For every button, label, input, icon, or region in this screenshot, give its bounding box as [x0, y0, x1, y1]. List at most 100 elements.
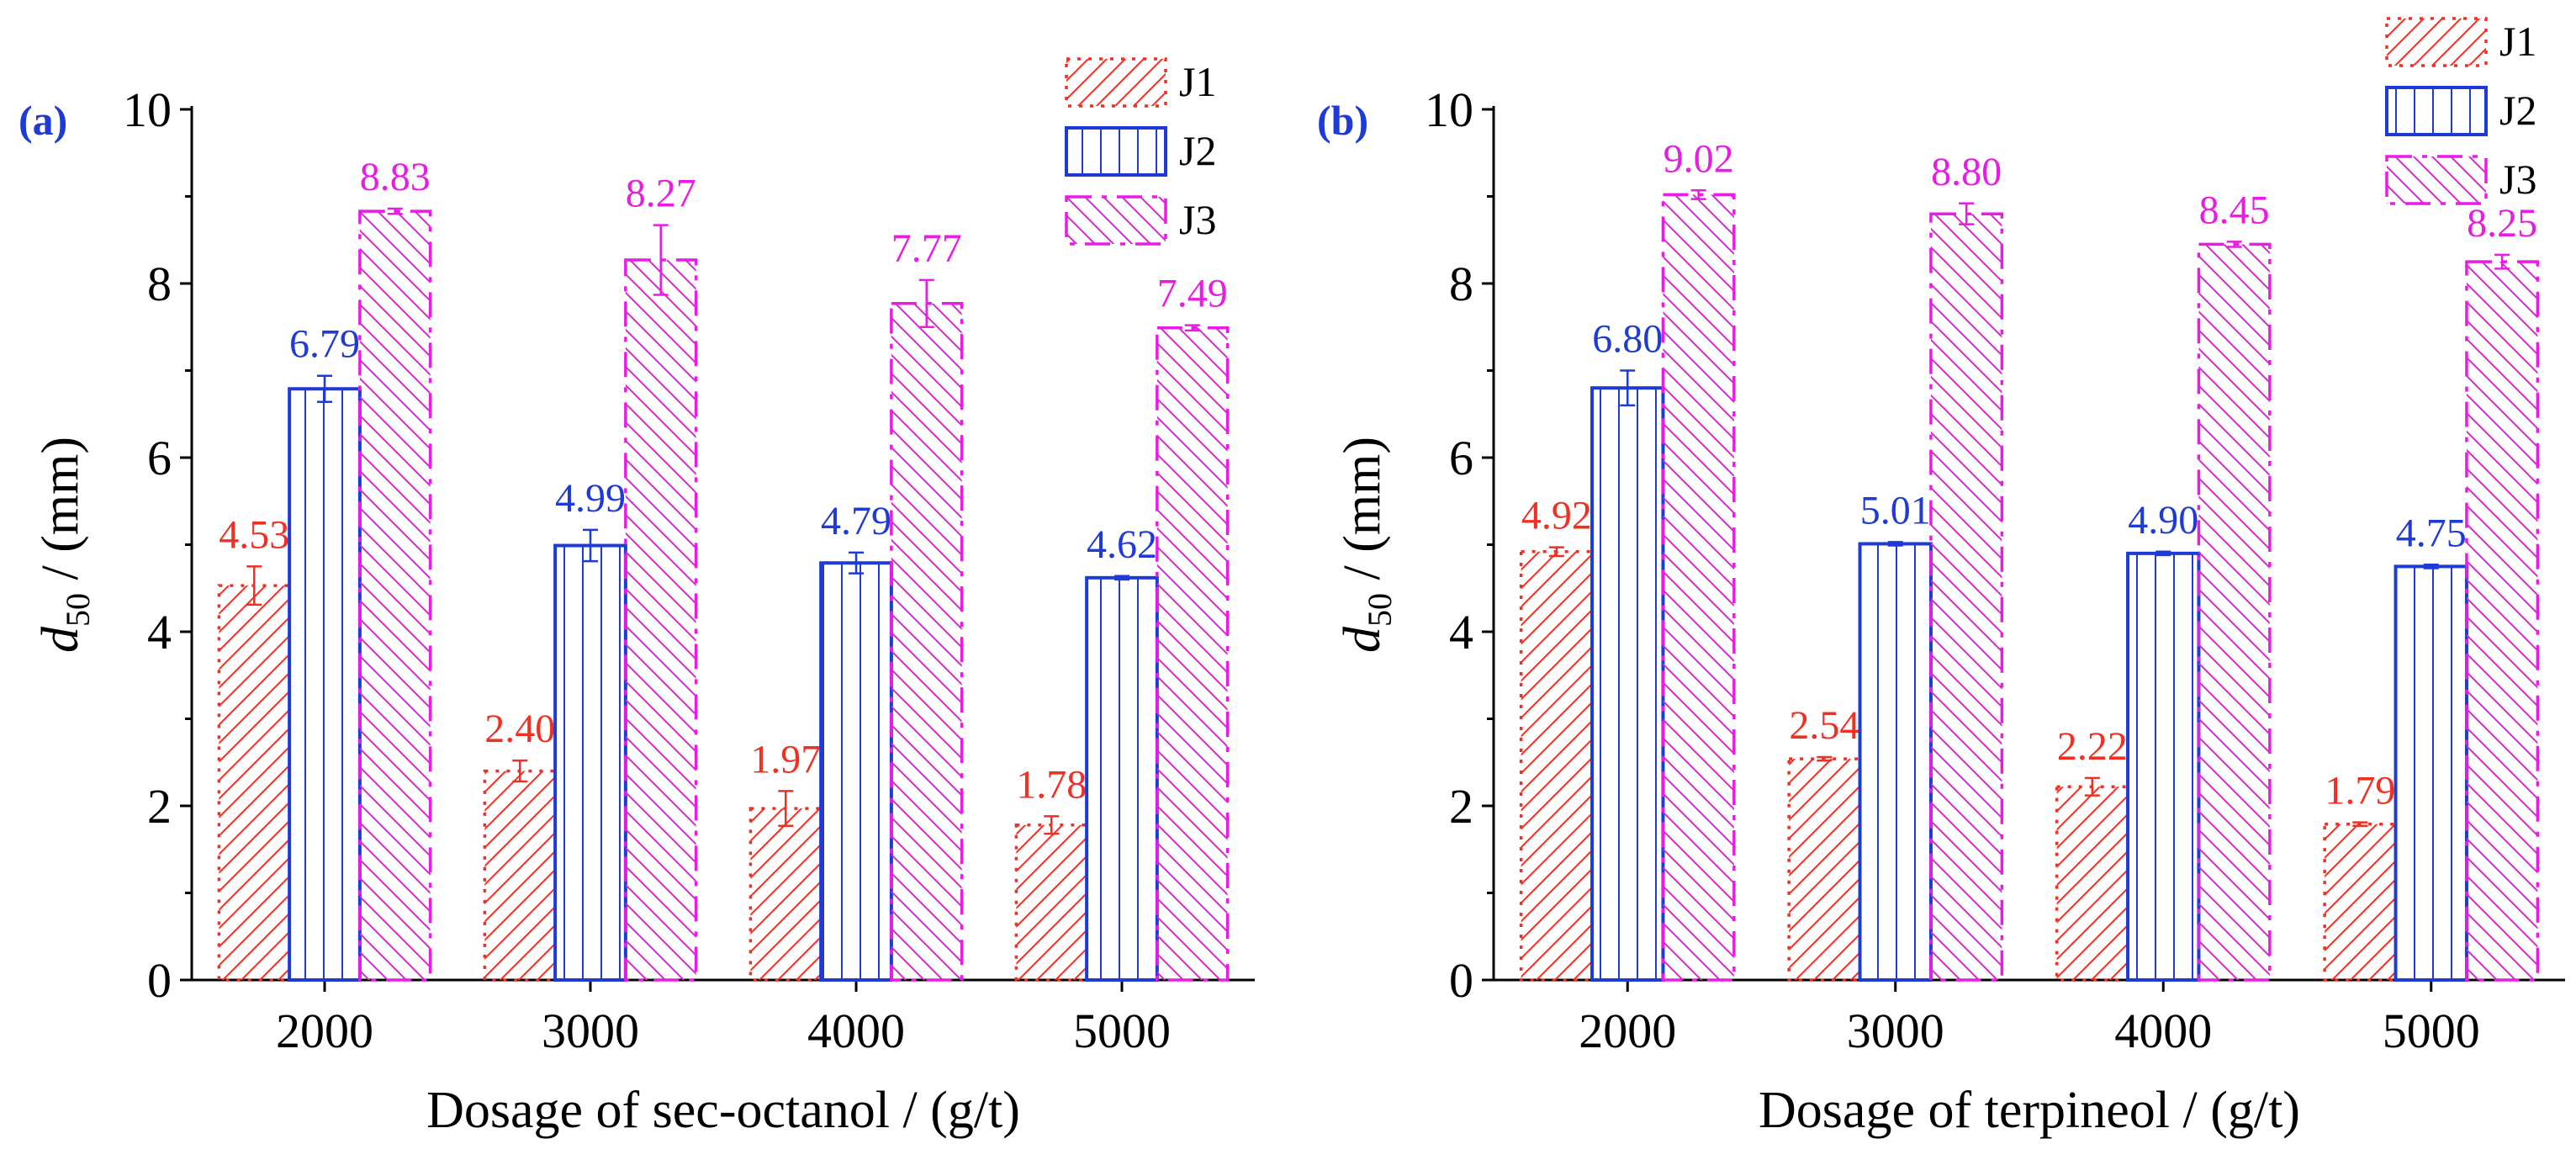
x-tick-label: 5000: [1073, 1004, 1171, 1058]
y-axis-title-symbol: d: [1334, 626, 1391, 653]
bar-j2-3000: [553, 543, 627, 982]
y-tick-label: 4: [147, 605, 172, 659]
data-label-j1-3000: 2.54: [1789, 703, 1859, 748]
y-axis-title-subscript: 50: [1361, 593, 1399, 627]
error-bar-j3-2000: [1690, 189, 1706, 200]
bar-j2-5000: [2394, 564, 2468, 982]
error-bar-j2-3000: [1887, 541, 1903, 547]
legend: J1 J2 J3: [2385, 17, 2536, 205]
error-bar-j3-2000: [387, 207, 403, 215]
y-axis-title-subscript: 50: [59, 593, 97, 627]
y-tick-label: 10: [1425, 82, 1473, 137]
data-label-j1-4000: 2.22: [2057, 724, 2128, 769]
bar-j1-5000: [2323, 822, 2398, 982]
x-tick-label: 4000: [807, 1004, 905, 1058]
data-label-j2-3000: 4.99: [555, 476, 626, 521]
legend-swatch-j2: [2385, 86, 2488, 136]
panel-label: (a): [19, 97, 67, 144]
y-tick-label: 8: [147, 257, 172, 311]
bar-j3-5000: [1156, 326, 1230, 982]
bar-j3-3000: [624, 258, 698, 982]
y-axis-title-unit: / (mm): [1334, 437, 1391, 593]
error-bar-j1-3000: [1817, 755, 1833, 762]
data-label-j3-3000: 8.80: [1931, 150, 2002, 194]
y-tick-label: 0: [147, 953, 172, 1008]
legend-swatch-j1: [1065, 57, 1167, 108]
data-label-j2-3000: 5.01: [1860, 488, 1931, 532]
y-axis-title-symbol: d: [32, 626, 89, 653]
data-label-j1-5000: 1.78: [1016, 762, 1087, 807]
x-axis-title: Dosage of sec-octanol / (g/t): [426, 1082, 1020, 1139]
legend-label-j1: J1: [1179, 58, 1216, 105]
x-tick-label: 2000: [1579, 1004, 1676, 1058]
error-bar-j2-4000: [2155, 550, 2171, 557]
bar-j1-2000: [1519, 550, 1594, 982]
data-label-j2-4000: 4.90: [2128, 498, 2198, 543]
error-bar-j3-4000: [918, 278, 934, 328]
error-bar-j1-3000: [512, 759, 528, 783]
legend-label-j2: J2: [1179, 127, 1216, 174]
data-label-j1-2000: 4.53: [219, 512, 289, 557]
y-tick-label: 6: [1449, 431, 1473, 485]
error-bar-j2-2000: [1620, 369, 1636, 407]
bar-j2-2000: [288, 387, 362, 982]
data-label-j3-5000: 8.25: [2467, 201, 2537, 246]
bar-j1-5000: [1014, 824, 1088, 982]
error-bar-j3-3000: [1959, 202, 1975, 225]
bar-j3-5000: [2465, 260, 2540, 982]
data-label-j3-5000: 7.49: [1157, 272, 1228, 316]
x-tick-label: 2000: [276, 1004, 373, 1058]
panel-label: (b): [1317, 97, 1368, 144]
y-tick-label: 10: [123, 82, 172, 137]
data-label-j3-4000: 8.45: [2199, 188, 2270, 232]
chart-panel-b: (b) 0 2 4 6 8 10 2000 4.92 6.80 9.02 3000 2.54 5.01 8.…: [1317, 17, 2565, 1139]
legend-label-j3: J3: [2499, 156, 2536, 203]
error-bar-j1-2000: [246, 565, 262, 606]
error-bar-j3-5000: [1184, 324, 1200, 332]
error-bar-j3-5000: [2494, 253, 2510, 270]
bar-j3-2000: [358, 209, 432, 982]
data-label-j2-5000: 4.62: [1087, 522, 1157, 567]
legend: J1 J2 J3: [1065, 57, 1216, 246]
bar-j2-4000: [819, 561, 893, 982]
y-axis-title: d50 / (mm): [32, 437, 97, 653]
data-label-j2-2000: 6.80: [1592, 317, 1663, 362]
bar-j2-2000: [1590, 386, 1665, 982]
error-bar-j2-4000: [849, 551, 864, 575]
y-tick-label: 2: [1449, 779, 1473, 834]
x-tick-label: 3000: [542, 1004, 639, 1058]
data-label-j3-4000: 7.77: [891, 226, 962, 271]
legend-swatch-j3: [2385, 155, 2488, 205]
legend-label-j1: J1: [2499, 18, 2536, 65]
bar-j2-4000: [2126, 551, 2201, 982]
legend-swatch-j1: [2385, 17, 2488, 67]
data-label-j2-2000: 6.79: [289, 322, 360, 367]
error-bar-j1-2000: [1548, 546, 1564, 558]
bar-j2-5000: [1085, 575, 1159, 983]
data-label-j1-4000: 1.97: [750, 737, 821, 781]
data-label-j1-3000: 2.40: [484, 707, 555, 751]
error-bar-j2-5000: [1114, 575, 1129, 581]
bar-j1-3000: [1787, 757, 1862, 982]
data-label-j3-3000: 8.27: [626, 172, 696, 216]
error-bar-j1-4000: [2084, 776, 2100, 797]
x-tick-label: 4000: [2114, 1004, 2212, 1058]
bar-j1-3000: [483, 769, 557, 982]
legend-label-j3: J3: [1179, 196, 1216, 243]
y-tick-label: 4: [1449, 605, 1473, 659]
error-bar-j3-4000: [2226, 241, 2242, 248]
y-tick-label: 8: [1449, 257, 1473, 311]
bar-j2-3000: [1858, 542, 1933, 982]
data-label-j1-2000: 4.92: [1521, 494, 1592, 538]
y-axis-title-unit: / (mm): [32, 437, 89, 593]
legend-swatch-j3: [1065, 195, 1167, 246]
y-tick-label: 2: [147, 779, 172, 834]
bar-j3-4000: [890, 302, 964, 982]
bar-j1-2000: [217, 584, 291, 982]
data-label-j3-2000: 8.83: [360, 155, 431, 199]
legend-label-j2: J2: [2499, 87, 2536, 134]
bar-j3-2000: [1661, 193, 1736, 982]
data-label-j2-4000: 4.79: [821, 499, 891, 543]
